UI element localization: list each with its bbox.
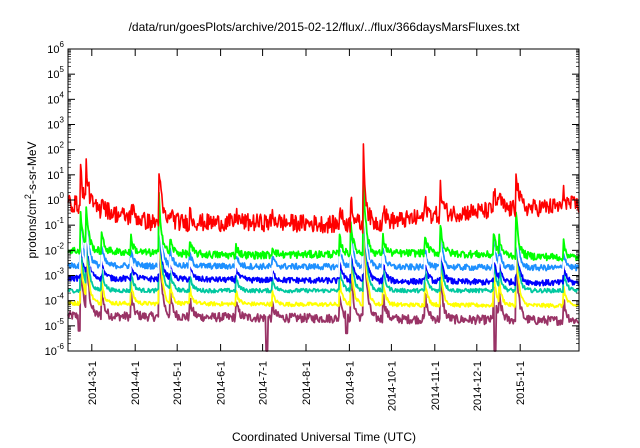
y-tick-base: 10 (45, 321, 57, 333)
y-tick-exp: -3 (57, 267, 65, 276)
y-tick-exp: 1 (60, 166, 65, 175)
y-tick-label: 10-3 (45, 267, 65, 283)
y-tick-exp: -2 (57, 241, 65, 250)
y-tick-exp: 4 (60, 90, 65, 99)
y-tick-label: 104 (47, 90, 64, 106)
x-tick-label: 2014-11-1 (430, 361, 442, 410)
y-tick-base: 10 (45, 245, 57, 257)
y-tick-label: 101 (47, 166, 64, 182)
y-tick-label: 100 (47, 191, 64, 207)
x-axis: 2014-3-1 2014-4-1 2014-5-1 2014-6-1 2014-7-1… (87, 49, 527, 411)
x-tick-label: 2014-3-1 (87, 361, 99, 405)
y-tick-base: 10 (47, 120, 59, 132)
y-axis: 10-610-510-410-310-210-11001011021031041… (45, 40, 579, 358)
x-axis-label: Coordinated Universal Time (UTC) (232, 430, 416, 444)
y-tick-label: 103 (47, 116, 64, 132)
y-tick-exp: 5 (60, 65, 65, 74)
y-tick-label: 10-6 (45, 342, 65, 358)
chart-title: /data/run/goesPlots/archive/2015-02-12/f… (129, 20, 521, 34)
y-tick-base: 10 (47, 145, 59, 157)
y-tick-exp: 2 (60, 141, 65, 150)
x-tick-label: 2015-1-1 (515, 361, 527, 405)
y-tick-label: 10-4 (45, 292, 65, 308)
y-tick-base: 10 (45, 220, 57, 232)
y-tick-exp: -6 (57, 342, 65, 351)
y-tick-label: 10-5 (45, 317, 65, 333)
y-tick-exp: 3 (60, 116, 65, 125)
y-tick-exp: -1 (57, 216, 65, 225)
y-tick-label: 10-2 (45, 241, 65, 257)
y-tick-base: 10 (47, 69, 59, 81)
series-line-7 (67, 203, 580, 352)
x-tick-label: 2014-12-1 (472, 361, 484, 411)
y-tick-base: 10 (47, 94, 59, 106)
y-tick-label: 105 (47, 65, 64, 81)
x-tick-label: 2014-7-1 (258, 361, 270, 405)
y-tick-label: 10-1 (45, 216, 65, 232)
series-line-1 (67, 179, 580, 262)
y-tick-base: 10 (47, 44, 59, 56)
y-axis-label-main: protons/cm (25, 199, 39, 258)
x-tick-label: 2014-8-1 (301, 361, 313, 405)
y-tick-exp: 6 (60, 40, 65, 49)
y-tick-base: 10 (47, 195, 59, 207)
y-axis-label-rest: -s-sr-MeV (25, 141, 39, 194)
y-tick-base: 10 (45, 346, 57, 358)
y-tick-base: 10 (45, 296, 57, 308)
x-tick-label: 2014-10-1 (386, 361, 398, 411)
x-tick-label: 2014-5-1 (172, 361, 184, 405)
x-tick-label: 2014-6-1 (216, 361, 228, 405)
y-tick-base: 10 (47, 170, 59, 182)
series-line-0 (67, 143, 580, 234)
y-tick-label: 102 (47, 141, 64, 157)
series-layer (67, 143, 580, 352)
y-tick-label: 106 (47, 40, 64, 56)
x-tick-label: 2014-9-1 (344, 361, 356, 405)
y-tick-base: 10 (45, 271, 57, 283)
y-tick-exp: 0 (60, 191, 65, 200)
y-axis-label-sup: 2 (23, 194, 33, 199)
y-tick-exp: -4 (57, 292, 65, 301)
y-axis-label: protons/cm2-s-sr-MeV (23, 141, 39, 258)
x-tick-label: 2014-4-1 (130, 361, 142, 405)
y-tick-exp: -5 (57, 317, 65, 326)
